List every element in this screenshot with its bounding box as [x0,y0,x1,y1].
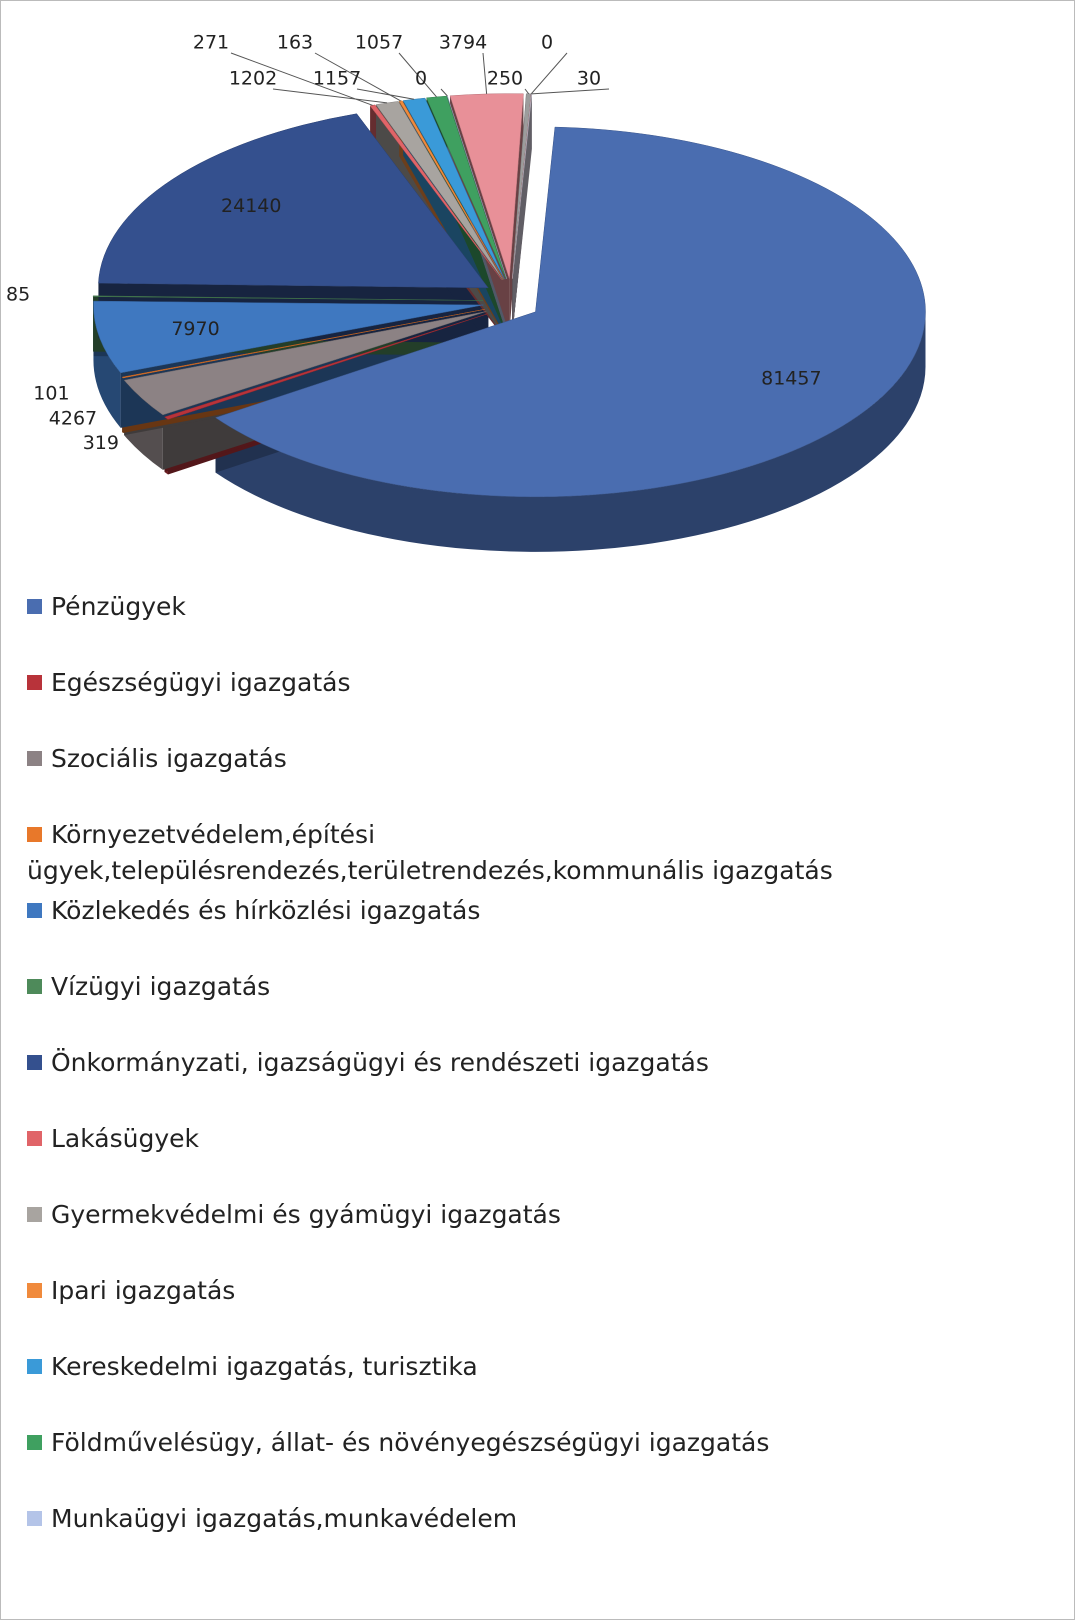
data-label: 250 [487,68,523,90]
legend-swatch [27,599,42,614]
legend-entry: Szociális igazgatás [27,741,927,777]
slice-side [93,304,121,428]
data-label: 0 [415,68,427,90]
legend-entry: Ipari igazgatás [27,1273,927,1309]
data-label: 163 [277,32,313,54]
data-label: 4267 [49,408,97,430]
leader-line [482,52,488,94]
leader-line [356,88,415,100]
slice [121,309,486,379]
leader-line [524,88,530,95]
data-label: 3794 [439,32,487,54]
data-label: 81457 [761,368,821,390]
legend-entry: Egészségügyi igazgatás [27,665,927,701]
legend-swatch [27,903,42,918]
legend-entry: Pénzügyek [27,589,927,625]
legend-label: Munkaügyi igazgatás,munkavédelem [51,1504,518,1533]
legend-label: Egészségügyi igazgatás [51,668,351,697]
slice [98,113,489,289]
slice [215,126,926,498]
slice [92,295,484,301]
leader-line [531,88,610,95]
data-label: 271 [193,32,229,54]
legend-label: Kereskedelmi igazgatás, turisztika [51,1352,478,1381]
legend-entry: Kereskedelmi igazgatás, turisztika [27,1349,927,1385]
leader-line [440,88,448,97]
data-label: 319 [83,432,119,454]
legend-label: Szociális igazgatás [51,744,287,773]
slice-wall [512,93,532,334]
leader-line [398,52,437,98]
legend-swatch [27,1359,42,1374]
legend-label: Környezetvédelem,építési ügyek,település… [27,820,833,885]
legend-label: Gyermekvédelmi és gyámügyi igazgatás [51,1200,561,1229]
data-label: 0 [541,32,553,54]
legend-swatch [27,827,42,842]
data-label: 1157 [313,68,361,90]
legend-label: Közlekedés és hírközlési igazgatás [51,896,481,925]
legend-entry: Környezetvédelem,építési ügyek,település… [27,817,927,889]
data-label: 24140 [221,195,281,217]
legend-swatch [27,1055,42,1070]
slice [163,313,488,420]
legend-label: Földművelésügy, állat- és növényegészség… [51,1428,770,1457]
slice [426,95,507,280]
leader-line [314,52,401,102]
legend-label: Pénzügyek [51,592,186,621]
slice [449,93,524,279]
slice [123,311,487,416]
data-label: 30 [577,68,601,90]
data-label: 1057 [355,32,403,54]
legend-swatch [27,979,42,994]
legend-label: Ipari igazgatás [51,1276,236,1305]
legend-swatch [27,1207,42,1222]
legend-entry: Közlekedés és hírközlési igazgatás [27,893,927,929]
leader-line [272,88,388,104]
legend-label: Lakásügyek [51,1124,199,1153]
legend-label: Önkormányzati, igazságügyi és rendészeti… [51,1048,709,1077]
leader-line [230,52,373,106]
data-label: 1202 [229,68,277,90]
legend-swatch [27,751,42,766]
legend-entry: Gyermekvédelmi és gyámügyi igazgatás [27,1197,927,1233]
data-label: 85 [6,284,30,306]
data-label: 7970 [171,318,219,340]
legend-entry: Önkormányzati, igazságügyi és rendészeti… [27,1045,927,1081]
legend-entry: Munkaügyi igazgatás,munkavédelem [27,1501,927,1537]
legend-swatch [27,1131,42,1146]
legend-entry: Vízügyi igazgatás [27,969,927,1005]
legend-entry: Földművelésügy, állat- és növényegészség… [27,1425,927,1461]
data-label: 101 [33,383,69,405]
legend-swatch [27,1511,42,1526]
slice-side [215,311,926,552]
legend-swatch [27,1435,42,1450]
legend-label: Vízügyi igazgatás [51,972,271,1001]
leader-line [530,52,568,95]
legend-swatch [27,675,42,690]
slice [93,300,484,374]
legend-swatch [27,1283,42,1298]
legend-entry: Lakásügyek [27,1121,927,1157]
